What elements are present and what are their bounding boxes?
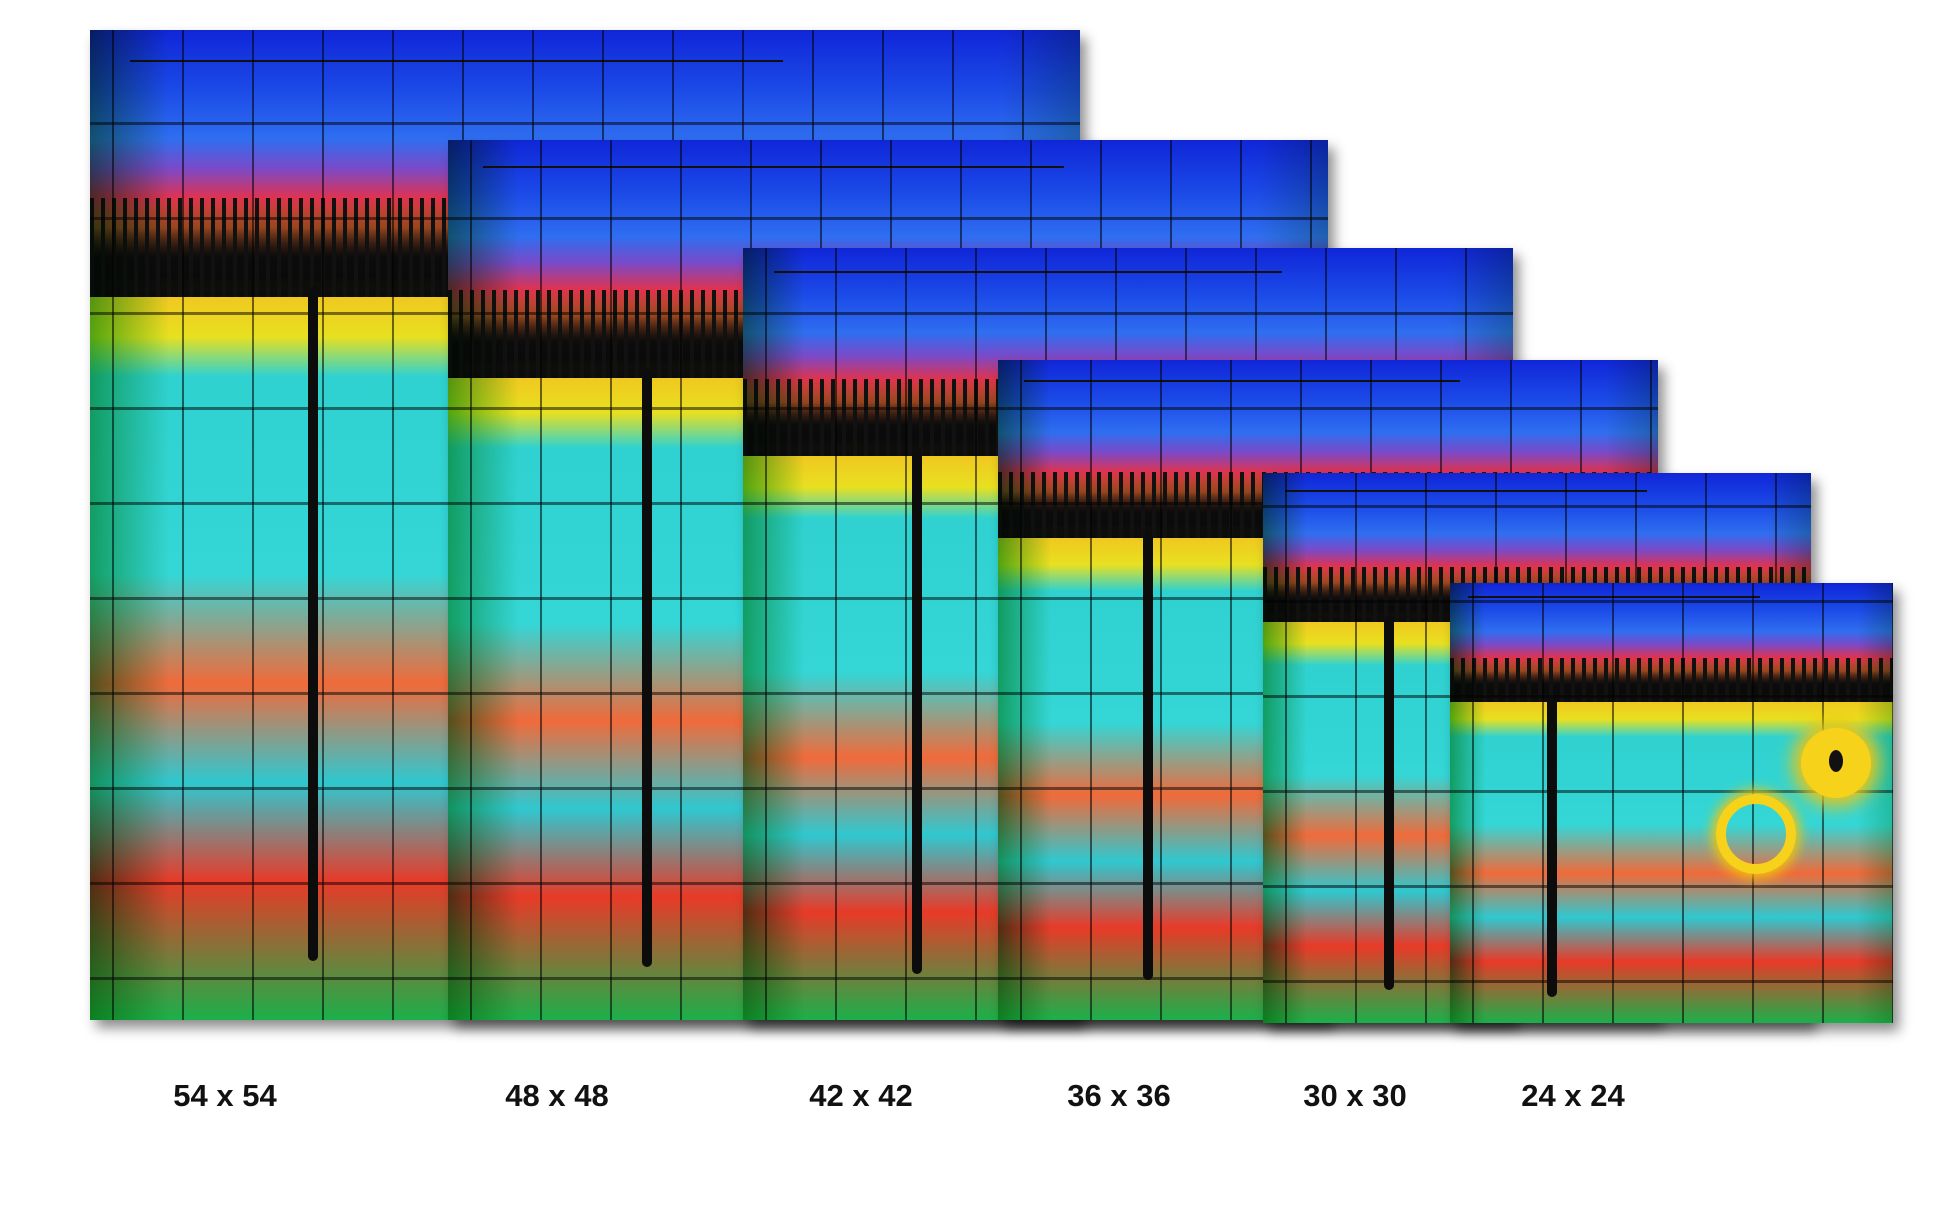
sun-ring-motif <box>1715 794 1796 875</box>
size-label-36: 36 x 36 <box>1067 1078 1171 1113</box>
size-label-24: 24 x 24 <box>1521 1078 1625 1113</box>
size-label-54: 54 x 54 <box>173 1078 277 1113</box>
size-label-42: 42 x 42 <box>809 1078 913 1113</box>
sun-motif <box>1800 728 1871 799</box>
size-label-48: 48 x 48 <box>505 1078 609 1113</box>
size-label-30: 30 x 30 <box>1303 1078 1407 1113</box>
canvas-24x24 <box>1450 583 1893 1023</box>
